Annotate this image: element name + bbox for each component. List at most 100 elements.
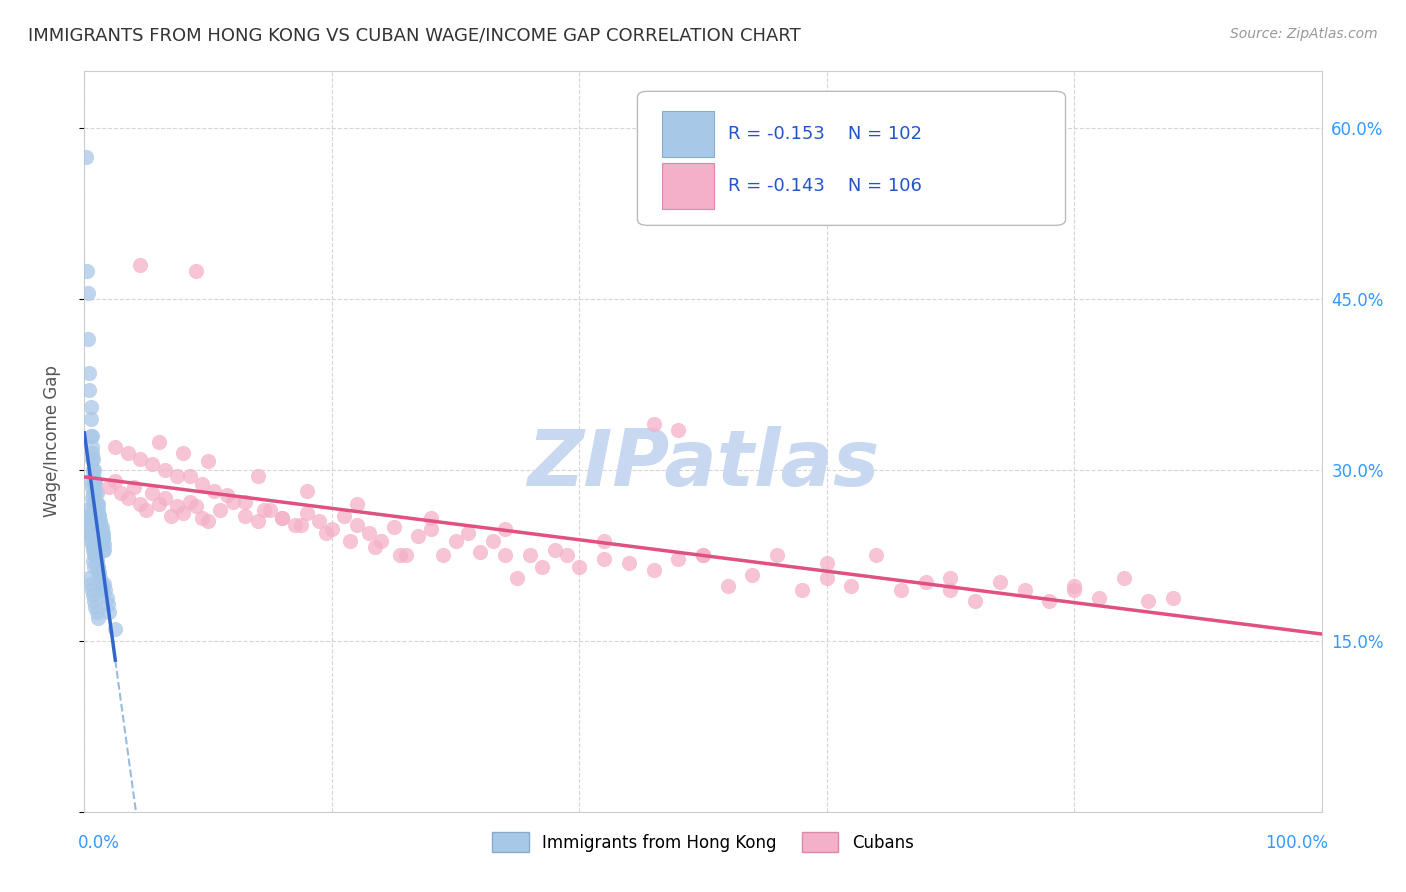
Point [202,483,225,498]
Point [83,559,105,574]
Point [90,520,112,534]
Point [89,520,111,534]
Point [617,557,640,571]
Point [82,451,104,466]
Point [93,577,115,591]
Point [1014,582,1036,597]
Text: R = -0.153    N = 102: R = -0.153 N = 102 [728,125,922,143]
Point [84,549,107,563]
Point [568,559,591,574]
Point [79,384,101,398]
Point [1088,591,1111,605]
Point [939,571,962,585]
Point [79,525,101,540]
Point [259,503,281,517]
Point [191,511,214,525]
Point [643,417,665,432]
Point [914,574,936,589]
Point [233,508,256,523]
Y-axis label: Wage/Income Gap: Wage/Income Gap [42,366,60,517]
Point [172,506,194,520]
FancyBboxPatch shape [662,111,714,156]
Point [666,552,689,566]
Point [75,150,97,164]
Point [432,549,454,563]
Point [346,517,368,532]
Point [89,566,111,580]
Point [89,514,111,528]
Point [79,571,101,585]
Point [80,480,103,494]
Point [444,533,467,548]
Point [94,582,117,597]
Point [83,475,105,489]
Point [86,554,108,568]
Point [77,286,100,301]
Point [90,537,112,551]
Point [692,549,714,563]
Point [80,446,103,460]
Point [89,571,111,585]
Point [370,533,392,548]
Point [84,599,107,614]
Point [333,508,356,523]
Point [87,559,110,574]
Point [91,532,114,546]
Point [419,511,441,525]
Point [717,579,740,593]
Point [89,514,111,528]
Point [80,582,103,597]
Point [75,503,97,517]
Point [197,454,219,468]
Point [1112,571,1135,585]
Point [83,549,105,563]
Point [148,434,170,449]
Point [129,497,152,511]
Point [97,598,120,612]
Point [79,401,101,415]
Point [104,475,127,489]
Point [815,571,838,585]
Point [153,463,176,477]
Point [395,549,418,563]
Point [83,503,105,517]
Point [83,594,105,608]
Point [84,508,107,523]
Point [82,468,104,483]
Point [86,606,108,620]
Point [86,497,108,511]
Point [89,514,111,528]
Point [593,533,616,548]
Point [988,574,1011,589]
Text: 0.0%: 0.0% [79,834,120,852]
Point [494,549,516,563]
Point [166,500,188,514]
Point [82,554,104,568]
Point [86,497,108,511]
Point [84,549,107,563]
Point [321,522,343,536]
Point [666,423,689,437]
Point [89,508,111,523]
Point [166,468,188,483]
Point [86,559,108,574]
Point [315,525,337,540]
Point [86,554,108,568]
Point [841,579,863,593]
Text: 100.0%: 100.0% [1265,834,1327,852]
Point [82,542,104,557]
Point [90,577,112,591]
Point [531,559,554,574]
Point [388,549,411,563]
Point [80,537,103,551]
Point [129,451,152,466]
Point [939,582,962,597]
Point [80,429,103,443]
Point [79,525,101,540]
Point [110,485,132,500]
Point [84,475,107,489]
Point [91,525,114,540]
Point [82,463,104,477]
Point [1063,582,1085,597]
Point [271,511,294,525]
